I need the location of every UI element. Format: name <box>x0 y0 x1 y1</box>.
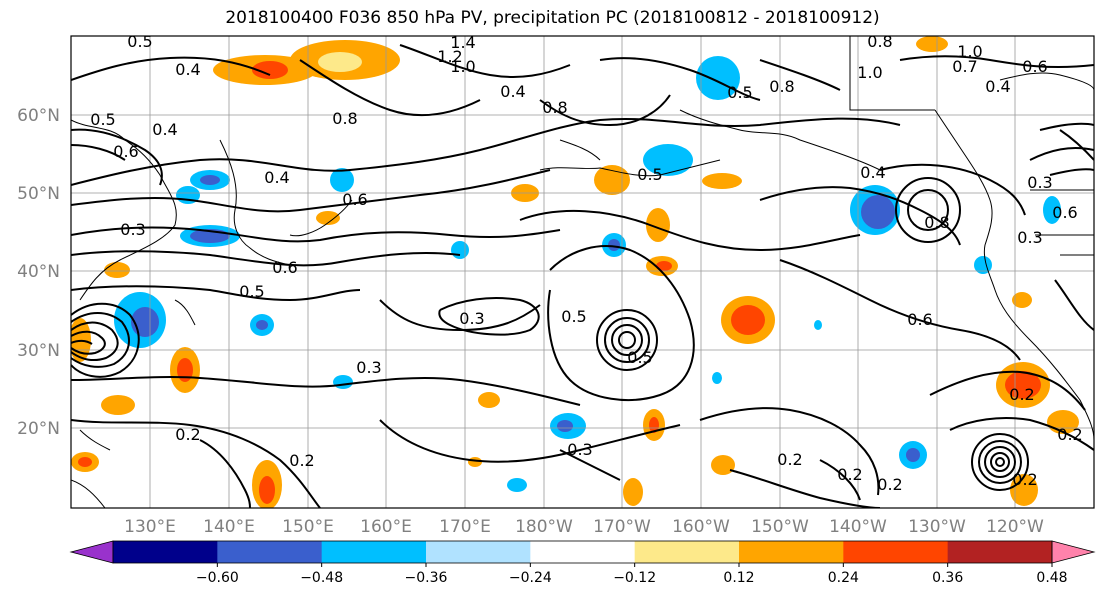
lon-label-150e: 150°E <box>282 517 334 537</box>
contour-label: 0.7 <box>952 57 977 76</box>
contour-label: 0.8 <box>867 32 892 51</box>
contour-label: 0.4 <box>500 82 525 101</box>
colorbar-extend-low <box>69 540 114 564</box>
contour-label: 0.6 <box>113 142 138 161</box>
lat-label-40n: 40°N <box>17 262 60 282</box>
map-title: 2018100400 F036 850 hPa PV, precipitatio… <box>225 8 880 28</box>
contour-label: 0.4 <box>985 77 1010 96</box>
colorbar-tick-label: −0.24 <box>509 570 552 586</box>
contour-label: 0.4 <box>152 120 177 139</box>
contour-label: 0.3 <box>459 309 484 328</box>
lon-label-160w: 160°W <box>672 517 730 537</box>
contour-label: 0.2 <box>175 425 200 444</box>
colorbar-tick-label: 0.48 <box>1036 570 1067 586</box>
contour-label: 0.5 <box>90 110 115 129</box>
colorbar-segment <box>947 541 1053 563</box>
contour-label: 0.8 <box>924 213 949 232</box>
contour-label: 0.6 <box>1022 57 1047 76</box>
colorbar-segment <box>217 541 323 563</box>
colorbar-segment <box>321 541 427 563</box>
colorbar-tick-label: 0.12 <box>723 570 754 586</box>
contour-label: 0.8 <box>332 109 357 128</box>
contour-label: 0.3 <box>567 440 592 459</box>
lat-label-60n: 60°N <box>17 106 60 126</box>
contour-label: 0.5 <box>637 165 662 184</box>
contour-label: 0.4 <box>860 163 885 182</box>
contour-label: 0.8 <box>542 98 567 117</box>
precipitation-shading <box>71 36 1079 508</box>
contour-label: 1.0 <box>857 63 882 82</box>
contour-label: 0.2 <box>837 465 862 484</box>
colorbar-tick-label: 0.36 <box>932 570 963 586</box>
contour-label: 1.4 <box>450 33 475 52</box>
longitude-labels: 130°E 140°E 150°E 160°E 170°E 180°W 170°… <box>124 517 1044 537</box>
contour-label: 0.6 <box>1052 203 1077 222</box>
contour-label: 0.5 <box>239 282 264 301</box>
contour-label: 1.0 <box>957 42 982 61</box>
contour-label: 1.0 <box>450 57 475 76</box>
contour-label: 0.2 <box>877 475 902 494</box>
contour-label: 0.5 <box>627 348 652 367</box>
contour-label: 0.8 <box>769 77 794 96</box>
colorbar-segment <box>530 541 636 563</box>
contour-label: 0.6 <box>342 190 367 209</box>
contour-label: 1.2 <box>437 47 462 66</box>
contour-label: 0.2 <box>777 450 802 469</box>
latitude-labels: 60°N 50°N 40°N 30°N 20°N <box>17 106 60 439</box>
plot-area <box>71 36 1094 508</box>
contour-label: 0.5 <box>127 32 152 51</box>
colorbar-tick-label: −0.48 <box>300 570 343 586</box>
colorbar-tick-label: −0.60 <box>196 570 239 586</box>
contour-label: 0.2 <box>1057 425 1082 444</box>
contour-label: 0.4 <box>264 168 289 187</box>
colorbar-tick-label: −0.36 <box>405 570 448 586</box>
contour-label: 0.3 <box>356 358 381 377</box>
colorbar-tick-label: −0.12 <box>613 570 656 586</box>
colorbar-segment <box>426 541 531 563</box>
colorbar-frame <box>112 540 1053 564</box>
colorbar-segment <box>843 541 949 563</box>
lon-label-130e: 130°E <box>124 517 176 537</box>
colorbar-tick-label: 0.24 <box>828 570 859 586</box>
colorbar-segment <box>634 541 740 563</box>
colorbar-segment <box>739 541 844 563</box>
colorbar-segment <box>113 541 218 563</box>
contour-label: 0.3 <box>1027 173 1052 192</box>
contour-label: 0.2 <box>289 451 314 470</box>
lon-label-150w: 150°W <box>751 517 809 537</box>
coastlines <box>71 36 1094 508</box>
contour-label: 0.5 <box>561 307 586 326</box>
contour-label: 0.4 <box>175 60 200 79</box>
graticule <box>71 36 1094 508</box>
contour-label: 0.6 <box>272 258 297 277</box>
lon-label-130w: 130°W <box>908 517 966 537</box>
lon-label-120w: 120°W <box>986 517 1044 537</box>
contour-label: 0.5 <box>727 83 752 102</box>
contour-label: 0.6 <box>907 310 932 329</box>
contour-labels: 0.50.41.41.21.00.80.80.4 0.5 0.81.00.81.0 0… <box>90 32 1082 494</box>
lon-label-160e: 160°E <box>360 517 412 537</box>
lon-label-180w: 180°W <box>515 517 573 537</box>
plot-frame <box>70 35 1095 509</box>
pv-contours <box>71 44 1094 508</box>
contour-label: 0.3 <box>1017 228 1042 247</box>
lon-label-170w: 170°W <box>593 517 651 537</box>
lon-label-140w: 140°W <box>829 517 887 537</box>
contour-label: 0.3 <box>120 220 145 239</box>
lat-label-20n: 20°N <box>17 419 60 439</box>
colorbar: −0.60 −0.48 −0.36 −0.24 −0.12 0.12 0.24 0.36 0.4… <box>69 540 1096 586</box>
contour-label: 0.2 <box>1012 470 1037 489</box>
contour-label: 0.2 <box>1009 385 1034 404</box>
lon-label-170e: 170°E <box>439 517 491 537</box>
lat-label-50n: 50°N <box>17 184 60 204</box>
lon-label-140e: 140°E <box>203 517 255 537</box>
lat-label-30n: 30°N <box>17 341 60 361</box>
colorbar-extend-high <box>1051 540 1096 564</box>
